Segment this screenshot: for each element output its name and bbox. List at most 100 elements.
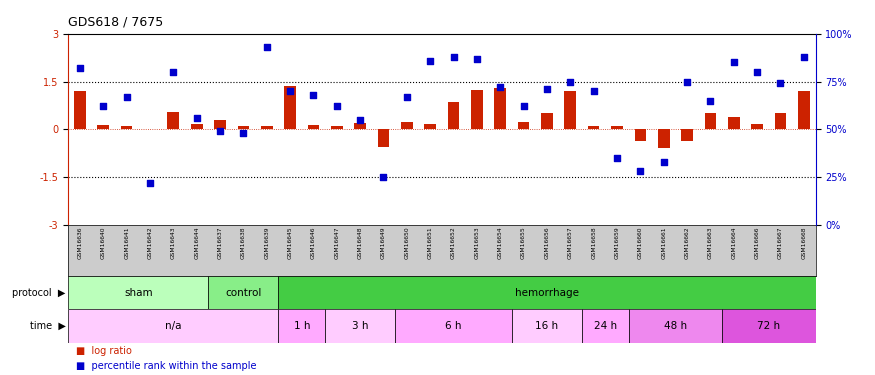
Point bbox=[400, 94, 414, 100]
Bar bbox=[326, 309, 396, 343]
Point bbox=[634, 168, 648, 174]
Text: GSM16639: GSM16639 bbox=[264, 226, 270, 259]
Point bbox=[727, 59, 741, 65]
Point bbox=[704, 98, 717, 104]
Text: control: control bbox=[225, 288, 262, 297]
Point bbox=[586, 88, 600, 94]
Text: GSM16656: GSM16656 bbox=[544, 226, 550, 259]
Text: GSM16637: GSM16637 bbox=[218, 226, 222, 259]
Text: GSM16642: GSM16642 bbox=[148, 226, 152, 259]
Text: GSM16662: GSM16662 bbox=[684, 226, 690, 259]
Text: ■  percentile rank within the sample: ■ percentile rank within the sample bbox=[76, 362, 256, 371]
Text: GSM16664: GSM16664 bbox=[732, 226, 736, 259]
Text: GSM16657: GSM16657 bbox=[568, 226, 573, 259]
Text: GSM16648: GSM16648 bbox=[358, 226, 362, 259]
Text: GSM16649: GSM16649 bbox=[381, 226, 386, 259]
Bar bbox=[308, 124, 319, 129]
Text: n/a: n/a bbox=[165, 321, 182, 331]
Bar bbox=[752, 124, 763, 129]
Bar bbox=[261, 126, 273, 129]
Point bbox=[260, 44, 274, 50]
Bar bbox=[68, 276, 208, 309]
Text: GSM16640: GSM16640 bbox=[101, 226, 106, 259]
Text: GSM16650: GSM16650 bbox=[404, 226, 410, 259]
Text: GSM16646: GSM16646 bbox=[311, 226, 316, 259]
Bar bbox=[774, 113, 787, 129]
Bar bbox=[722, 309, 816, 343]
Text: 24 h: 24 h bbox=[594, 321, 617, 331]
Bar bbox=[68, 309, 278, 343]
Bar bbox=[214, 120, 226, 129]
Point bbox=[540, 86, 554, 92]
Point bbox=[424, 57, 438, 63]
Text: GSM16638: GSM16638 bbox=[241, 226, 246, 259]
Text: GSM16651: GSM16651 bbox=[428, 226, 433, 259]
Point bbox=[73, 65, 87, 71]
Bar bbox=[74, 91, 86, 129]
Bar bbox=[658, 129, 669, 149]
Text: 1 h: 1 h bbox=[293, 321, 310, 331]
Bar bbox=[97, 124, 109, 129]
Point bbox=[306, 92, 320, 98]
Bar bbox=[582, 309, 628, 343]
Text: GSM16658: GSM16658 bbox=[592, 226, 596, 259]
Bar bbox=[518, 122, 529, 129]
Point bbox=[354, 117, 367, 123]
Bar bbox=[798, 91, 809, 129]
Text: 3 h: 3 h bbox=[352, 321, 368, 331]
Bar bbox=[471, 90, 483, 129]
Text: GSM16654: GSM16654 bbox=[498, 226, 503, 259]
Point bbox=[236, 130, 250, 136]
Bar bbox=[682, 129, 693, 141]
Text: GSM16659: GSM16659 bbox=[614, 226, 620, 259]
Bar bbox=[704, 113, 717, 129]
Bar bbox=[237, 126, 249, 129]
Bar bbox=[588, 126, 599, 129]
Point bbox=[657, 159, 671, 165]
Text: GSM16663: GSM16663 bbox=[708, 226, 713, 259]
Text: GSM16641: GSM16641 bbox=[124, 226, 130, 259]
Text: hemorrhage: hemorrhage bbox=[515, 288, 579, 297]
Point bbox=[493, 84, 507, 90]
Point bbox=[143, 180, 157, 186]
Text: protocol  ▶: protocol ▶ bbox=[12, 288, 66, 297]
Bar bbox=[512, 309, 582, 343]
Text: GSM16645: GSM16645 bbox=[288, 226, 292, 259]
Text: GSM16661: GSM16661 bbox=[662, 226, 666, 259]
Point bbox=[284, 88, 298, 94]
Bar bbox=[564, 91, 576, 129]
Text: sham: sham bbox=[124, 288, 152, 297]
Text: GSM16643: GSM16643 bbox=[171, 226, 176, 259]
Text: GSM16660: GSM16660 bbox=[638, 226, 643, 259]
Bar bbox=[121, 126, 132, 129]
Bar bbox=[728, 117, 739, 129]
Point bbox=[96, 104, 110, 110]
Text: GSM16667: GSM16667 bbox=[778, 226, 783, 259]
Text: GSM16668: GSM16668 bbox=[802, 226, 807, 259]
Bar bbox=[628, 309, 722, 343]
Bar bbox=[401, 122, 413, 129]
Bar bbox=[494, 88, 506, 129]
Bar bbox=[378, 129, 389, 147]
Point bbox=[446, 54, 460, 60]
Point bbox=[680, 78, 694, 84]
Point bbox=[330, 104, 344, 110]
Bar bbox=[331, 126, 343, 129]
Point bbox=[120, 94, 134, 100]
Bar bbox=[191, 124, 202, 129]
Point bbox=[190, 115, 204, 121]
Text: 16 h: 16 h bbox=[536, 321, 558, 331]
Bar bbox=[167, 112, 179, 129]
Point bbox=[610, 155, 624, 161]
Point bbox=[470, 56, 484, 62]
Text: GSM16652: GSM16652 bbox=[451, 226, 456, 259]
Bar bbox=[448, 102, 459, 129]
Text: GSM16636: GSM16636 bbox=[77, 226, 82, 259]
Bar bbox=[284, 86, 296, 129]
Text: GSM16647: GSM16647 bbox=[334, 226, 340, 259]
Text: ■  log ratio: ■ log ratio bbox=[76, 346, 131, 356]
Text: 6 h: 6 h bbox=[445, 321, 462, 331]
Text: GSM16644: GSM16644 bbox=[194, 226, 200, 259]
Text: GSM16666: GSM16666 bbox=[754, 226, 760, 259]
Point bbox=[213, 128, 227, 134]
